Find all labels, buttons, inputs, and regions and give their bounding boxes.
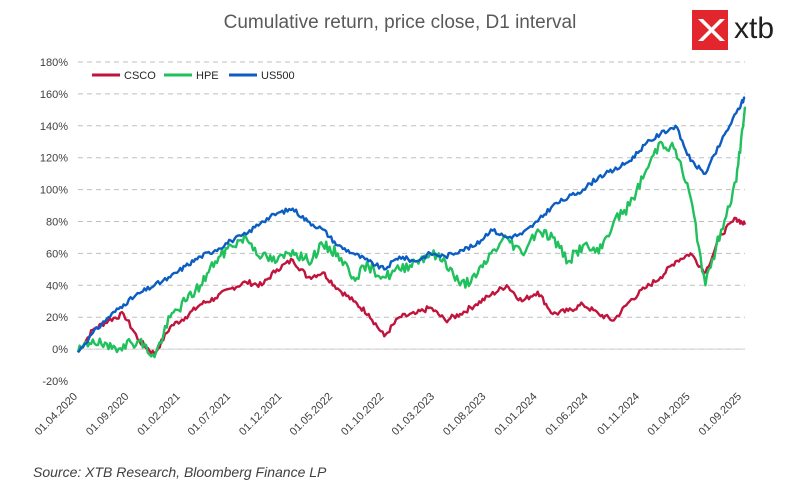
legend: CSCO HPE US500 [92,70,295,82]
y-tick-label: 100% [40,185,68,197]
xtb-logo-text: xtb [734,12,775,45]
y-tick-label: 20% [46,312,68,324]
x-tick-label: 01.01.2024 [492,391,539,438]
x-tick-label: 01.06.2024 [543,391,590,438]
x-tick-label: 01.05.2022 [288,391,335,438]
y-tick-label: 40% [46,280,68,292]
x-axis-ticks: 01.04.2020 01.09.2020 01.02.2021 01.07.2021… [33,391,744,438]
y-tick-label: 80% [46,217,68,229]
y-tick-label: 60% [46,248,68,260]
legend-label: HPE [196,70,219,82]
source-note: Source: XTB Research, Bloomberg Finance … [33,464,327,480]
y-tick-label: 180% [40,57,68,69]
x-tick-label: 01.03.2023 [390,391,437,438]
y-tick-label: 120% [40,153,68,165]
y-axis-ticks: -20% 0% 20% 40% 60% 80% 100% 120% 140% 160% 180% [40,57,68,388]
legend-label: US500 [261,70,295,82]
x-tick-label: 01.11.2024 [595,391,642,438]
chart-title: Cumulative return, price close, D1 inter… [223,12,577,33]
x-tick-label: 01.09.2020 [84,391,131,438]
x-tick-label: 01.08.2023 [441,391,488,438]
y-tick-label: -20% [42,376,68,388]
x-tick-label: 01.10.2022 [339,391,386,438]
x-tick-label: 01.04.2025 [645,391,692,438]
x-tick-label: 01.04.2020 [33,391,80,438]
x-tick-label: 01.02.2021 [135,391,182,438]
series-line-csco [77,216,747,356]
x-tick-label: 01.12.2021 [237,391,284,438]
series-lines [76,96,747,359]
x-tick-label: 01.07.2021 [186,391,233,438]
series-line-us500 [77,96,746,354]
xtb-logo-mark [692,10,728,50]
y-tick-label: 160% [40,89,68,101]
y-tick-label: 0% [52,344,68,356]
legend-label: CSCO [124,70,156,82]
y-tick-label: 140% [40,121,68,133]
grid-lines [78,61,745,350]
xtb-logo: xtb [692,10,786,50]
x-tick-label: 01.09.2025 [697,391,744,438]
